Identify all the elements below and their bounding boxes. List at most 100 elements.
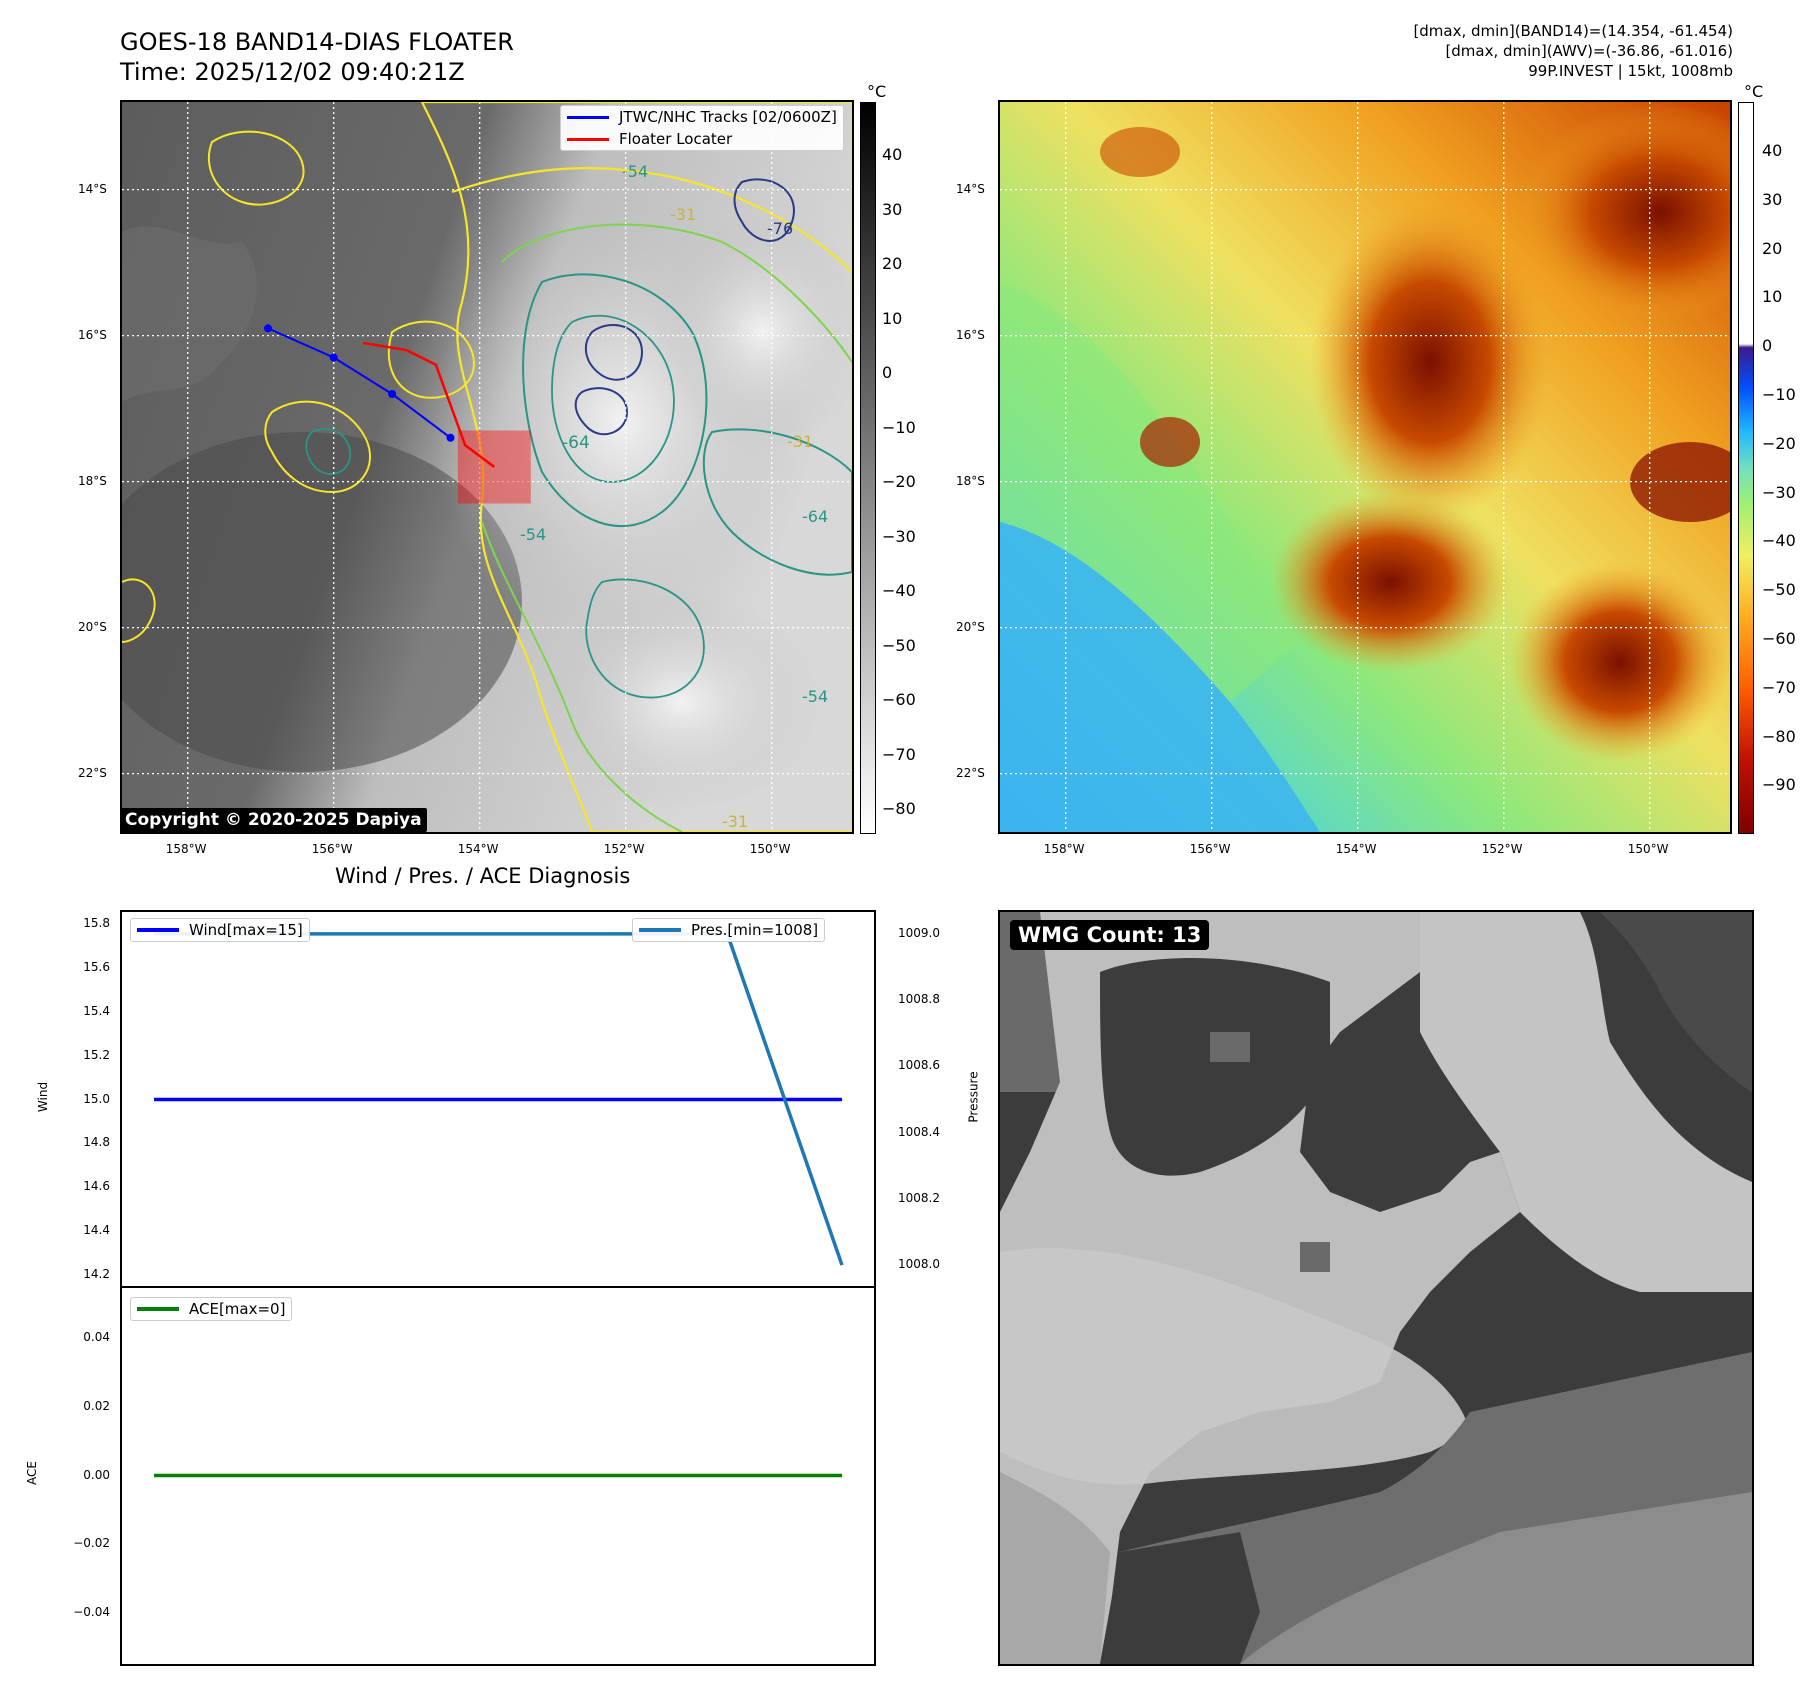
colorbar-tick-label: 0 xyxy=(882,363,893,382)
legend-locator-swatch xyxy=(567,137,609,141)
ir-gray-map: -31 -54 -64 -76 -64 -54 -31 -54 -31 xyxy=(120,100,854,834)
diagnosis-chart xyxy=(120,910,876,1666)
colorbar-tick-label: −10 xyxy=(1762,385,1796,404)
contour-label: -64 xyxy=(802,507,828,526)
colorbar-tick-label: 30 xyxy=(1762,189,1783,209)
chart-tick-label: 1008.6 xyxy=(898,1058,940,1073)
lat-tick-label: 22°S xyxy=(78,765,107,780)
chart-tick-label: 15.8 xyxy=(83,916,110,930)
legend-locator: Floater Locater xyxy=(561,128,843,150)
wind-legend-label: Wind[max=15] xyxy=(189,921,303,939)
ace-legend-swatch xyxy=(137,1307,179,1311)
pressure-legend-swatch xyxy=(639,928,681,932)
main-title: GOES-18 BAND14-DIAS FLOATER xyxy=(120,28,514,56)
diagnosis-chart-canvas xyxy=(122,932,874,1478)
lat-tick-label: 14°S xyxy=(78,181,107,196)
contour-label: -76 xyxy=(767,219,793,238)
lat-tick-label: 14°S xyxy=(956,181,985,196)
map-legend: JTWC/NHC Tracks [02/0600Z] Floater Locat… xyxy=(560,105,844,151)
contour-label: -31 xyxy=(722,812,748,831)
lon-tick-label: 154°W xyxy=(457,842,499,856)
colorbar-tick-label: −30 xyxy=(882,526,916,546)
ace-legend: ACE[max=0] xyxy=(130,1297,293,1321)
stats-awv: [dmax, dmin](AWV)=(-36.86, -61.016) xyxy=(1445,42,1733,60)
lon-tick-label: 156°W xyxy=(311,842,353,856)
map-gridlines xyxy=(1000,102,1730,832)
chart-tick-label: 14.4 xyxy=(83,1223,110,1238)
legend-track-swatch xyxy=(567,115,609,119)
chart-tick-label: −0.02 xyxy=(73,1536,110,1551)
colorbar-tick-label: −60 xyxy=(1762,629,1796,648)
chart-tick-label: 15.2 xyxy=(83,1047,110,1062)
colorbar-tick-label: 20 xyxy=(882,254,903,273)
wmg-count-badge: WMG Count: 13 xyxy=(1010,920,1210,950)
chart-tick-label: 1008.4 xyxy=(898,1124,940,1139)
contour-label: -64 xyxy=(562,433,590,453)
pressure-axis-label: Pressure xyxy=(966,1071,981,1123)
colorbar-tick-label: −80 xyxy=(1762,726,1796,746)
lon-tick-label: 152°W xyxy=(1481,842,1523,856)
chart-tick-label: 14.6 xyxy=(83,1179,110,1194)
contour-label: -54 xyxy=(622,162,648,181)
chart-tick-label: 0.04 xyxy=(83,1330,110,1345)
lon-tick-label: 152°W xyxy=(603,842,645,856)
colorbar-tick-label: −50 xyxy=(882,635,916,655)
wind-legend-swatch xyxy=(137,928,179,932)
legend-track-label: JTWC/NHC Tracks [02/0600Z] xyxy=(619,108,837,126)
map-gridlines xyxy=(122,102,852,832)
jtwc-track-points xyxy=(264,324,455,442)
pressure-legend: Pres.[min=1008] xyxy=(632,918,826,942)
track-point xyxy=(329,353,338,362)
copyright-notice: Copyright © 2020-2025 Dapiya xyxy=(120,808,427,832)
chart-tick-label: 1008.2 xyxy=(898,1190,940,1205)
colorbar-tick-label: −50 xyxy=(1762,580,1796,600)
colorbar-tick-label: −60 xyxy=(882,690,916,709)
timestamp-title: Time: 2025/12/02 09:40:21Z xyxy=(120,58,465,86)
colorbar-tick-label: 10 xyxy=(882,308,903,328)
ir-gray-map-canvas: -31 -54 -64 -76 -64 -54 -31 -54 -31 xyxy=(122,102,852,832)
lat-tick-label: 16°S xyxy=(78,327,107,342)
lat-tick-label: 22°S xyxy=(956,765,985,780)
legend-track: JTWC/NHC Tracks [02/0600Z] xyxy=(561,106,843,128)
colorbar-tick-label: 20 xyxy=(1762,238,1783,258)
contour-label: -31 xyxy=(787,432,813,451)
lon-tick-label: 154°W xyxy=(1335,842,1377,856)
colorbar-tick-label: 40 xyxy=(1762,141,1783,160)
colorbar-tick-label: −40 xyxy=(882,581,916,600)
chart-tick-label: 1008.0 xyxy=(898,1257,940,1272)
chart-tick-label: 14.8 xyxy=(83,1135,110,1150)
contour-label: -54 xyxy=(802,687,828,706)
jtwc-track-line xyxy=(267,327,452,439)
wind-legend: Wind[max=15] xyxy=(130,918,310,942)
lon-tick-label: 150°W xyxy=(749,842,791,856)
lat-tick-label: 18°S xyxy=(956,473,985,488)
chart-tick-label: 0.00 xyxy=(83,1467,110,1482)
color-colorbar xyxy=(1738,102,1754,834)
track-point xyxy=(264,324,272,333)
colorbar-tick-label: −40 xyxy=(1762,531,1796,551)
chart-tick-label: 0.02 xyxy=(83,1398,110,1413)
chart-tick-label: 15.0 xyxy=(83,1091,110,1106)
lon-tick-label: 158°W xyxy=(165,842,207,856)
colorbar-tick-label: −70 xyxy=(1762,677,1796,697)
chart-tick-label: −0.04 xyxy=(73,1604,110,1619)
track-point xyxy=(388,390,397,398)
colorbar-tick-label: 30 xyxy=(882,199,903,219)
floater-locater-line xyxy=(362,341,496,468)
contour-label: -31 xyxy=(670,205,696,224)
contour-label: -54 xyxy=(520,525,546,544)
colorbar-tick-label: −90 xyxy=(1762,775,1796,795)
chart-tick-label: 14.2 xyxy=(83,1267,110,1281)
lon-tick-label: 150°W xyxy=(1627,842,1669,856)
colorbar-tick-label: −70 xyxy=(882,744,916,764)
colorbar-tick-label: 40 xyxy=(882,145,903,164)
stats-band14: [dmax, dmin](BAND14)=(14.354, -61.454) xyxy=(1413,22,1733,40)
pressure-legend-label: Pres.[min=1008] xyxy=(691,921,819,939)
lat-tick-label: 18°S xyxy=(78,473,107,488)
chart-tick-label: 1008.8 xyxy=(898,992,940,1007)
colorbar-tick-label: −30 xyxy=(1762,482,1796,502)
colorbar-tick-label: −20 xyxy=(1762,433,1796,453)
legend-locator-label: Floater Locater xyxy=(619,130,733,148)
lon-tick-label: 158°W xyxy=(1043,842,1085,856)
ir-color-map xyxy=(998,100,1732,834)
